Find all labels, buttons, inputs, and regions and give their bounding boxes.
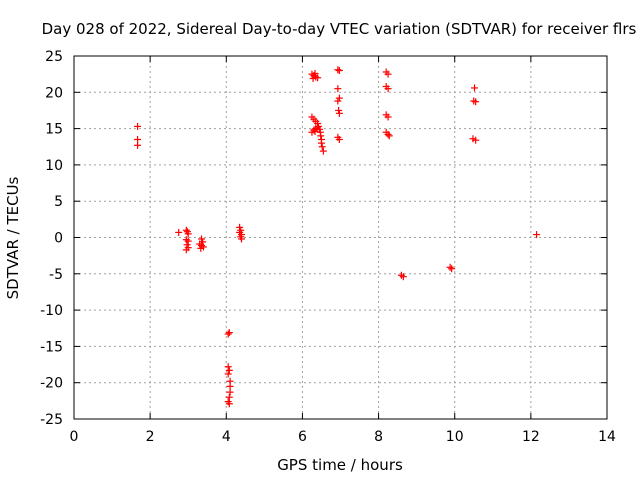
- y-tick-label: -10: [40, 303, 63, 319]
- data-point: [472, 98, 480, 106]
- data-point: [335, 109, 343, 117]
- data-point: [471, 84, 479, 92]
- data-point: [309, 75, 317, 83]
- data-point: [314, 123, 322, 131]
- data-point: [314, 74, 322, 82]
- data-point: [134, 141, 142, 149]
- data-point: [319, 147, 327, 155]
- data-point: [384, 113, 392, 121]
- data-point: [311, 69, 319, 77]
- data-point: [182, 226, 190, 234]
- data-point: [335, 135, 343, 143]
- y-tick-label: -20: [40, 376, 63, 392]
- axis-ticks: 0 2 4 6 8 10 12 14 -25 -20 -15 -10 -5 0 5 10 15 20 25: [40, 49, 616, 445]
- y-tick-label: -5: [49, 267, 63, 283]
- x-tick-label: 12: [522, 429, 540, 445]
- data-points: [134, 66, 541, 408]
- data-point: [335, 67, 343, 75]
- data-point: [399, 273, 407, 281]
- data-point: [317, 139, 325, 147]
- data-point: [184, 230, 192, 238]
- data-point: [182, 246, 190, 254]
- chart-title: Day 028 of 2022, Sidereal Day-to-day VTE…: [42, 20, 637, 38]
- data-point: [224, 370, 232, 378]
- x-tick-label: 8: [374, 429, 383, 445]
- y-tick-label: 15: [45, 122, 63, 138]
- grid: [74, 56, 607, 419]
- x-axis-label: GPS time / hours: [277, 456, 403, 474]
- x-tick-label: 2: [146, 429, 155, 445]
- data-point: [448, 265, 456, 273]
- x-tick-label: 4: [222, 429, 231, 445]
- data-point: [225, 393, 233, 401]
- x-tick-label: 0: [70, 429, 79, 445]
- data-point: [224, 363, 232, 371]
- data-point: [175, 228, 183, 236]
- data-point: [472, 136, 480, 144]
- y-tick-label: -15: [40, 339, 63, 355]
- data-point: [226, 388, 234, 396]
- data-point: [446, 263, 454, 271]
- data-point: [334, 66, 342, 74]
- data-point: [311, 128, 319, 136]
- y-tick-label: 25: [45, 49, 63, 65]
- x-tick-label: 14: [598, 429, 616, 445]
- x-tick-label: 10: [446, 429, 464, 445]
- y-tick-label: -25: [40, 412, 63, 428]
- y-tick-label: 0: [54, 231, 63, 247]
- y-tick-label: 5: [54, 194, 63, 210]
- data-point: [334, 97, 342, 105]
- data-point: [384, 70, 392, 78]
- data-point: [334, 85, 342, 93]
- data-point: [134, 122, 142, 130]
- data-point: [197, 244, 205, 252]
- data-point: [384, 85, 392, 93]
- x-tick-label: 6: [298, 429, 307, 445]
- data-point: [318, 143, 326, 151]
- data-point: [385, 132, 393, 140]
- data-point: [184, 237, 192, 245]
- data-point: [317, 132, 325, 140]
- data-point: [384, 130, 392, 138]
- data-point: [225, 366, 233, 374]
- data-point: [225, 400, 233, 408]
- data-point: [533, 231, 541, 239]
- data-point: [225, 329, 233, 337]
- y-tick-label: 10: [45, 158, 63, 174]
- y-axis-label: SDTVAR / TECUs: [4, 176, 22, 299]
- data-point: [224, 330, 232, 338]
- y-tick-label: 20: [45, 85, 63, 101]
- data-point: [238, 235, 246, 243]
